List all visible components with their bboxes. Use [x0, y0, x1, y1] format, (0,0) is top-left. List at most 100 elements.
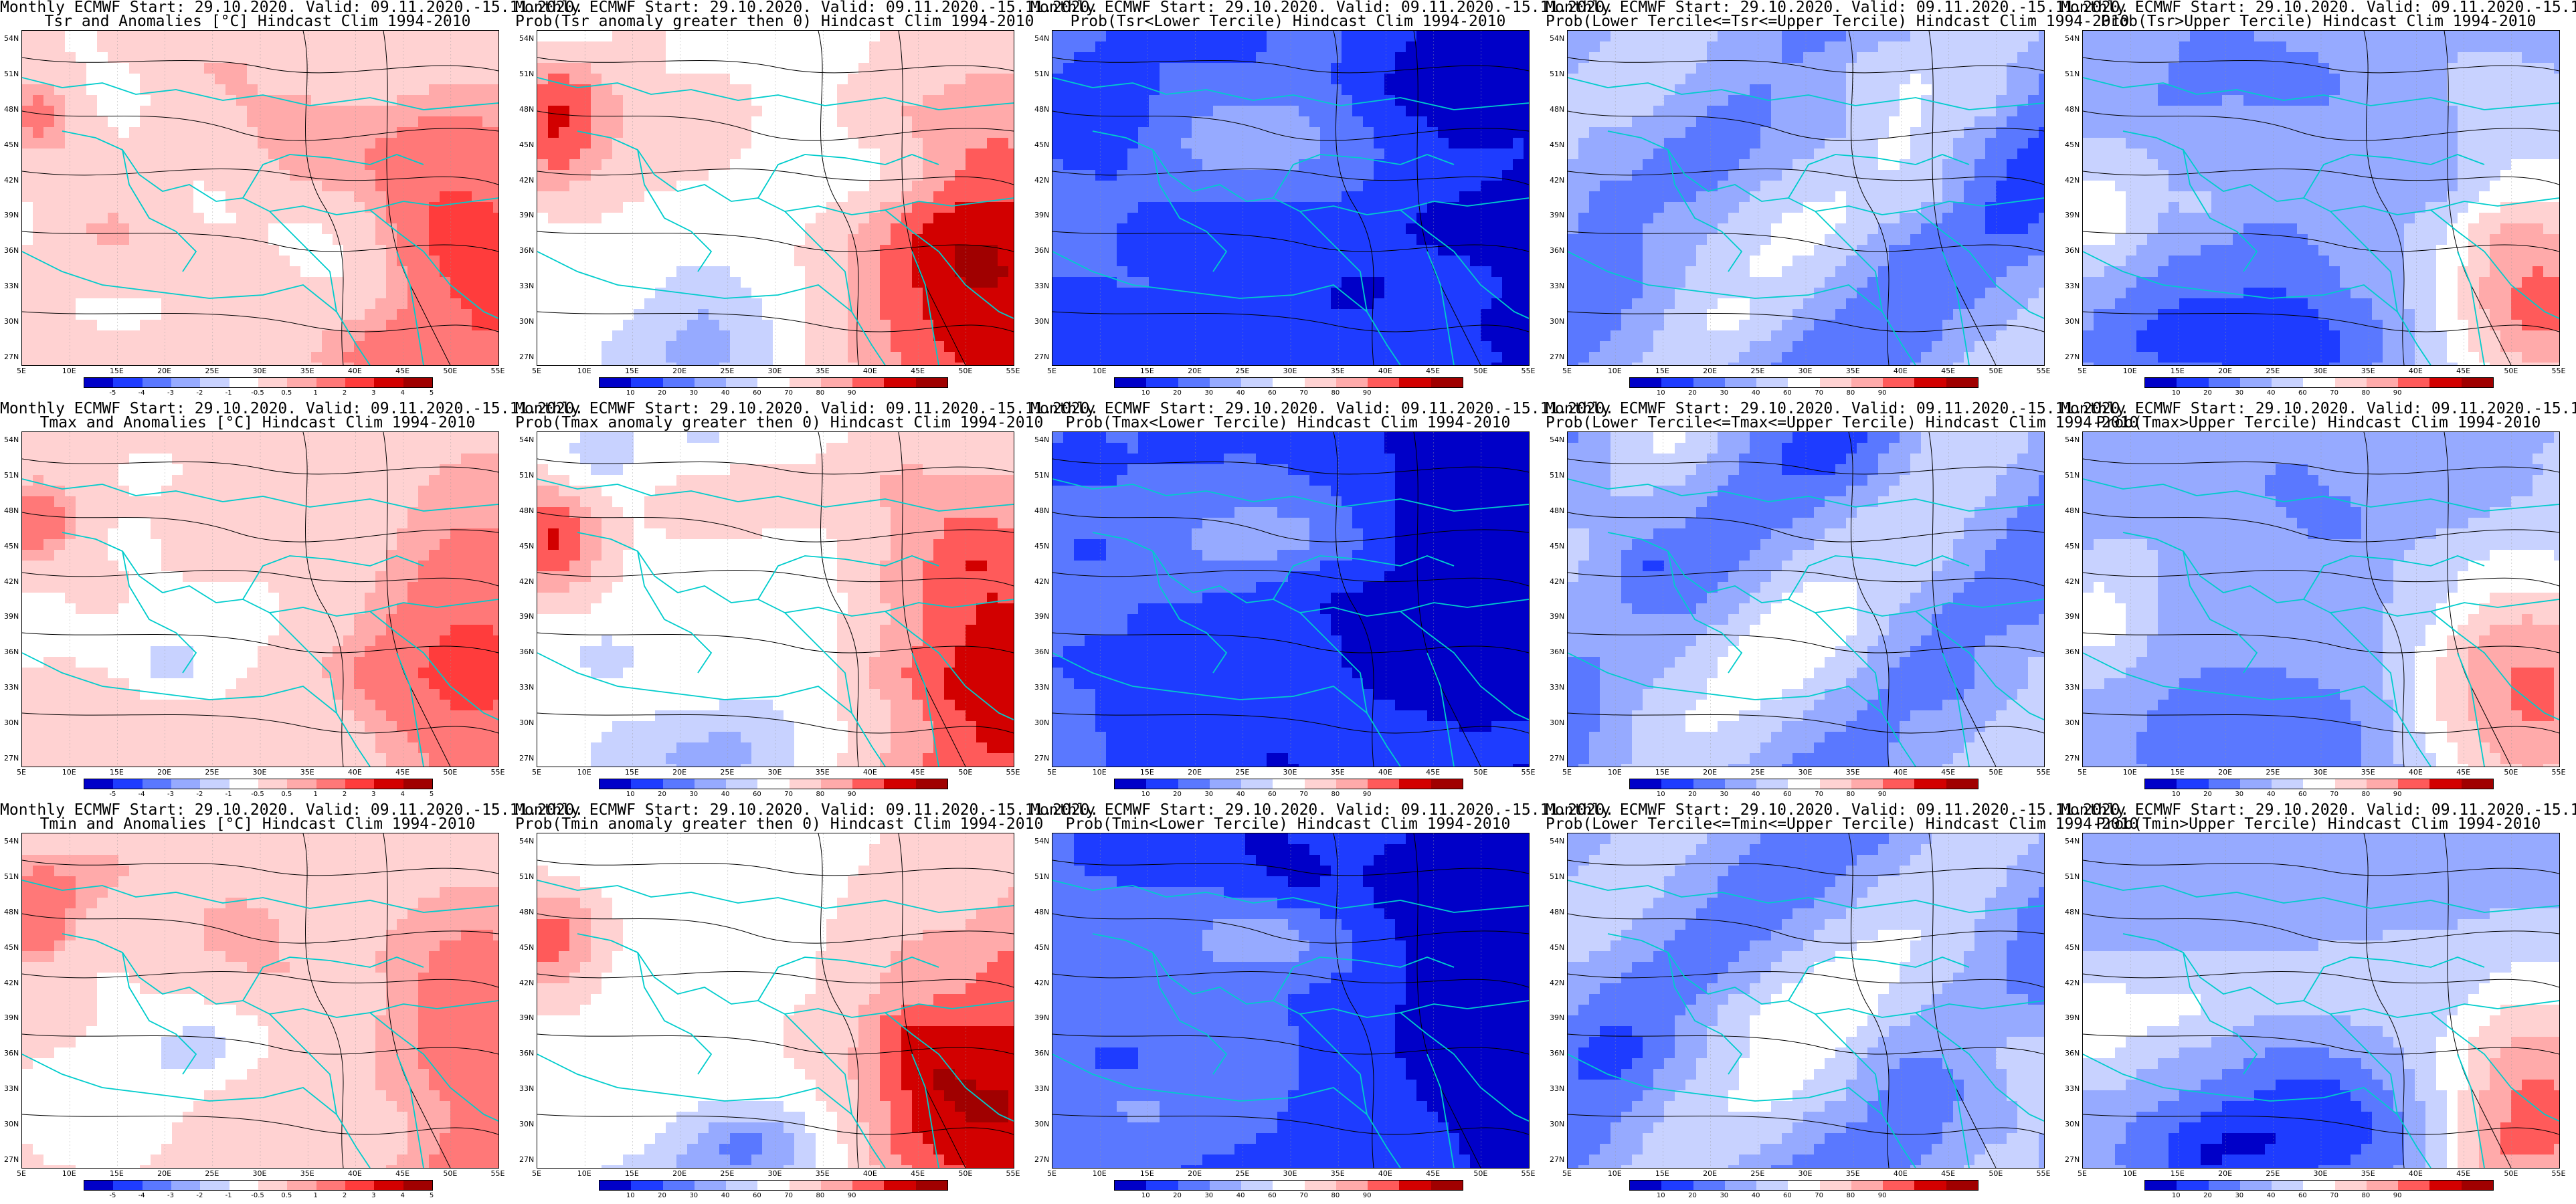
coastline — [1788, 154, 1970, 199]
color-bar-swatch — [374, 378, 403, 387]
lat-label: 30N — [2065, 718, 2080, 727]
lon-label: 20E — [1703, 1169, 1717, 1178]
color-bar-tick: -1 — [225, 1192, 232, 1199]
contour-line — [1052, 860, 1529, 876]
color-bar-swatch — [2461, 1181, 2493, 1190]
lat-label: 54N — [1550, 837, 1564, 845]
map-panel: Monthly ECMWF Start: 29.10.2020. Valid: … — [515, 0, 1099, 401]
coastline — [637, 149, 713, 272]
color-bar-swatch — [2145, 1181, 2177, 1190]
color-bar-swatch — [1630, 378, 1662, 387]
color-bar-swatch — [1661, 1181, 1693, 1190]
panel-title-line2: Prob(Lower Tercile<=Tmax<=Upper Tercile)… — [1546, 415, 2138, 431]
forecast-map — [2082, 833, 2560, 1169]
lon-label: 5E — [532, 768, 541, 777]
color-bar-tick: -2 — [196, 1192, 203, 1199]
lat-label: 33N — [1550, 282, 1564, 290]
lat-label: 42N — [1034, 176, 1049, 185]
color-bar — [599, 1180, 948, 1191]
lat-label: 51N — [519, 872, 534, 881]
color-bar-tick: 20 — [658, 1192, 666, 1199]
color-bar-swatch — [113, 779, 143, 789]
lat-label: 30N — [1034, 1120, 1049, 1128]
coastline — [22, 652, 337, 714]
coastline — [1052, 652, 1368, 714]
lon-label: 25E — [205, 367, 219, 375]
coastline — [1427, 652, 1455, 767]
lon-label: 5E — [17, 768, 26, 777]
contour-line — [22, 311, 498, 332]
color-bar-tick: 70 — [1299, 791, 1308, 798]
color-bar-tick: 30 — [1204, 1192, 1213, 1199]
lon-label: 20E — [1188, 367, 1202, 375]
lon-label: 15E — [2171, 1169, 2185, 1178]
lon-label: 45E — [911, 1169, 925, 1178]
lat-label: 48N — [2065, 105, 2080, 114]
contour-line — [1848, 833, 1890, 1168]
lon-label: 5E — [532, 1169, 541, 1178]
contour-line — [2083, 913, 2559, 944]
lon-label: 50E — [1473, 1169, 1487, 1178]
contour-line — [537, 169, 1014, 185]
coastline — [637, 550, 713, 674]
lon-label: 50E — [1473, 768, 1487, 777]
panel-title-line2: Prob(Tmin<Lower Tercile) Hindcast Clim 1… — [1030, 817, 1546, 832]
lat-label: 54N — [1550, 435, 1564, 444]
lat-label: 39N — [2065, 612, 2080, 621]
lat-label: 51N — [2065, 70, 2080, 78]
contour-line — [1052, 57, 1529, 74]
contour-line — [1568, 971, 2044, 988]
color-bar-swatch — [757, 779, 790, 789]
contour-line — [1052, 712, 1529, 734]
contour-line — [1568, 632, 2044, 654]
coastline — [757, 957, 939, 1001]
lat-label: 54N — [2065, 435, 2080, 444]
lat-label: 36N — [1034, 647, 1049, 656]
forecast-map — [1052, 833, 1530, 1169]
lat-label: 42N — [519, 176, 534, 185]
coastline — [1052, 251, 1368, 312]
color-bar-tick: 70 — [1815, 791, 1823, 798]
lon-label: 50E — [443, 768, 457, 777]
lat-label: 39N — [519, 612, 534, 621]
lon-label: 30E — [253, 367, 267, 375]
color-bar-tick: 10 — [2172, 1192, 2181, 1199]
color-bar — [1629, 377, 1979, 388]
contour-line — [2083, 57, 2559, 74]
color-bar-tick: 1 — [313, 1192, 317, 1199]
panel-title-line2: Prob(Tmax<Lower Tercile) Hindcast Clim 1… — [1030, 415, 1546, 431]
lon-label: 10E — [1608, 1169, 1622, 1178]
color-bar-tick: -0.5 — [251, 389, 264, 397]
color-bar-tick: 30 — [689, 791, 698, 798]
map-panel: Monthly ECMWF Start: 29.10.2020. Valid: … — [1546, 803, 2138, 1204]
panel-title-line1: Monthly ECMWF Start: 29.10.2020. Valid: … — [2061, 0, 2576, 15]
lat-label: 54N — [519, 435, 534, 444]
color-bar-swatch — [2398, 779, 2430, 789]
coastline — [2183, 149, 2258, 272]
contour-line — [22, 860, 498, 876]
lon-label: 45E — [1426, 1169, 1440, 1178]
lon-label: 40E — [863, 1169, 877, 1178]
lat-label: 33N — [1550, 683, 1564, 692]
contour-line — [22, 570, 498, 587]
lon-label: 45E — [1426, 367, 1440, 375]
color-bar-tick: -3 — [167, 389, 174, 397]
color-bar-tick: -4 — [139, 1192, 145, 1199]
coastline — [369, 1012, 498, 1122]
map-field-svg — [1052, 833, 1529, 1168]
contour-line — [537, 570, 1014, 587]
lon-label: 25E — [205, 768, 219, 777]
lat-label: 30N — [2065, 1120, 2080, 1128]
lon-label: 10E — [1608, 768, 1622, 777]
color-bar-swatch — [1146, 779, 1178, 789]
color-bar-swatch — [662, 779, 695, 789]
contour-line — [22, 231, 498, 252]
lat-label: 39N — [519, 211, 534, 219]
lat-label: 33N — [2065, 282, 2080, 290]
coastline — [537, 652, 852, 714]
coastline — [757, 154, 939, 199]
lat-label: 39N — [1550, 1013, 1564, 1022]
color-bar-tick: 10 — [1141, 791, 1150, 798]
contour-line — [22, 110, 498, 141]
coastline — [885, 611, 1014, 720]
